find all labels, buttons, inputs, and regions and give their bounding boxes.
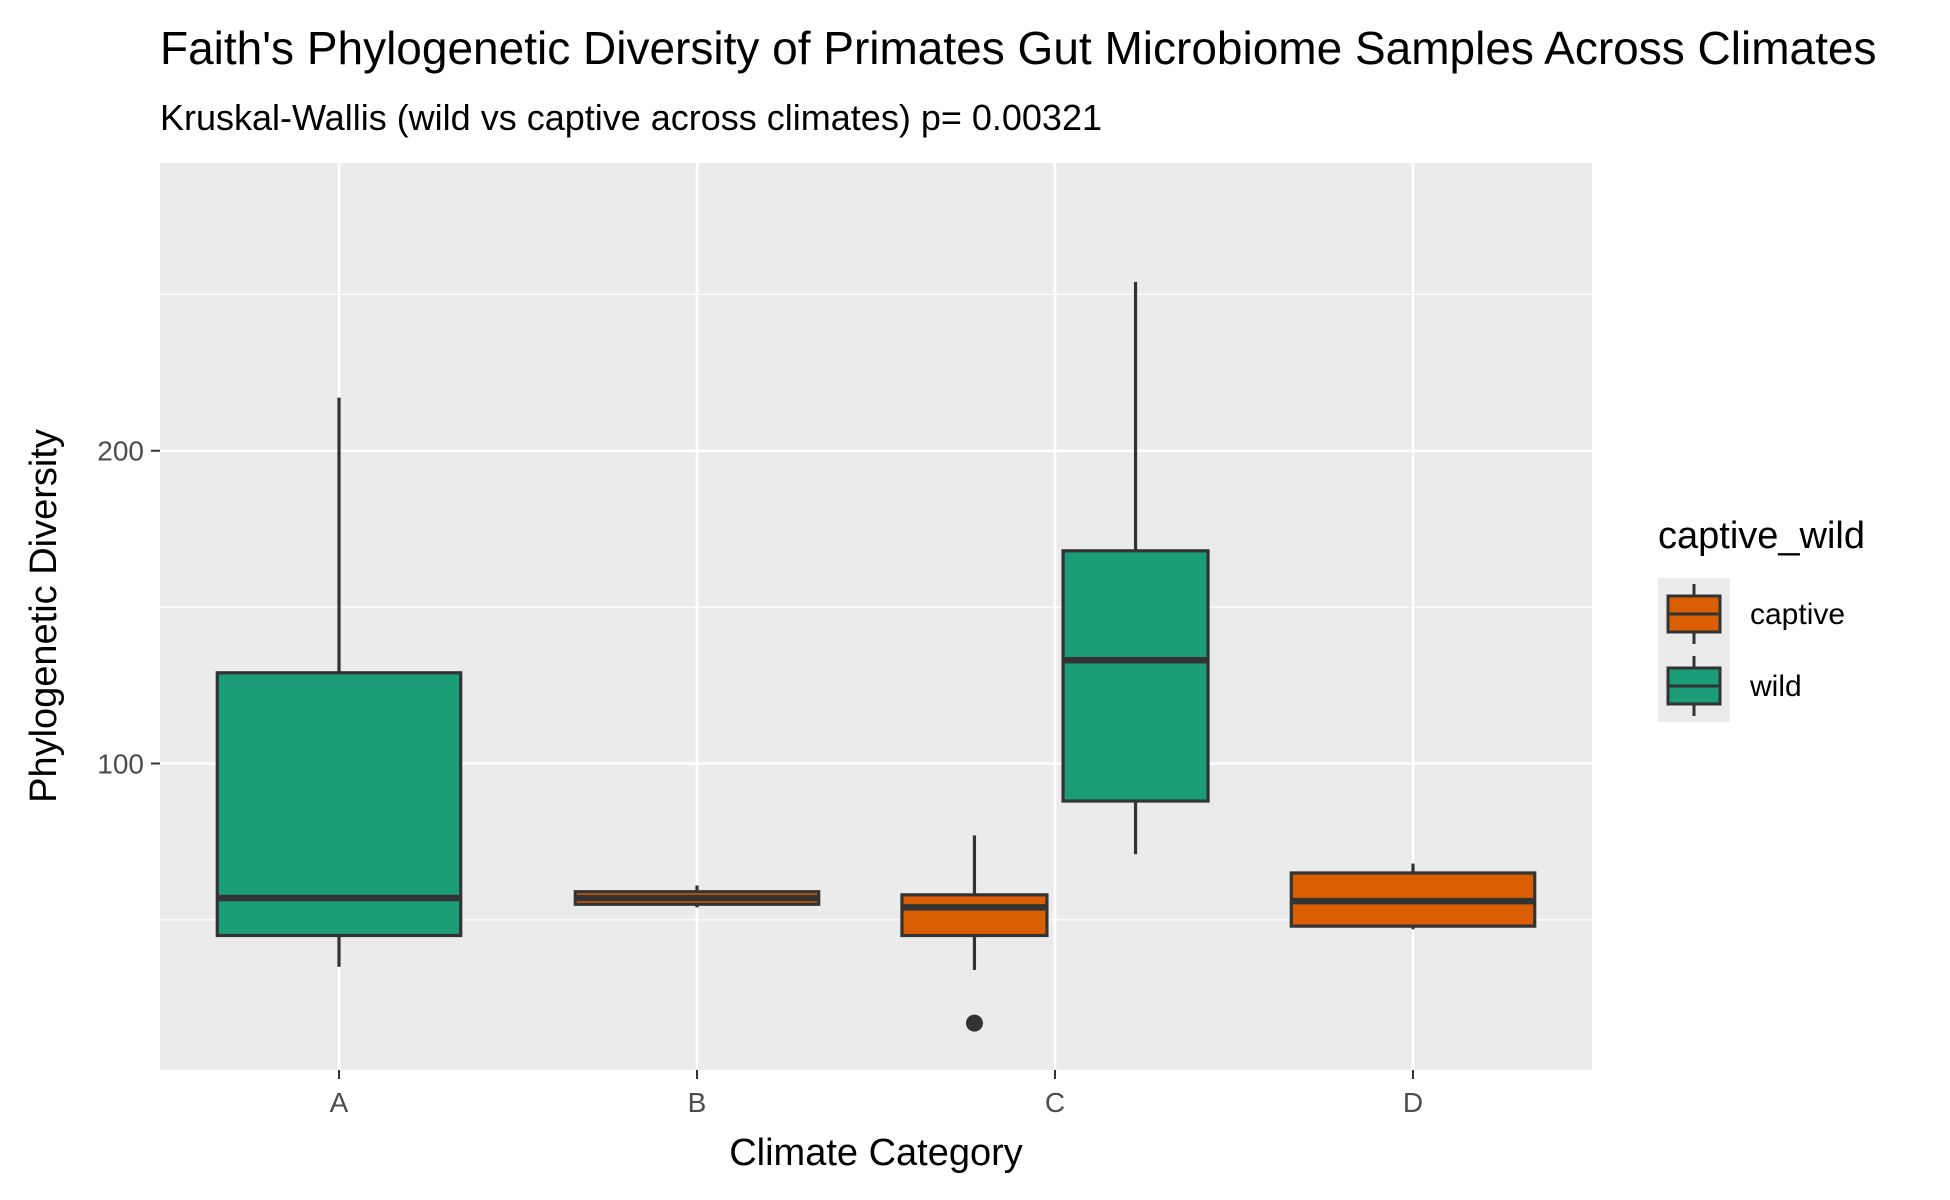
outlier-point [965,1014,983,1032]
legend-label: captive [1750,598,1845,631]
chart-subtitle: Kruskal-Wallis (wild vs captive across c… [160,97,1102,138]
x-tick-label: C [1045,1087,1065,1118]
x-tick-label: A [330,1087,349,1118]
y-axis-title: Phylogenetic Diversity [23,429,65,803]
legend-item-captive: captive [1658,578,1845,650]
x-tick-label: D [1403,1087,1423,1118]
box-C-wild [1061,281,1210,855]
box-body [1061,549,1210,803]
box-D-captive [1289,863,1537,930]
box-A-wild [215,397,463,967]
box-layer [215,281,1537,1032]
box-B-captive [573,885,821,908]
box-body [900,893,1049,938]
y-tick-label: 100 [97,748,144,779]
legend-keys: captive wild [1658,578,1845,722]
legend: captive_wild captive wild [1658,515,1865,722]
legend-item-wild: wild [1658,650,1802,722]
y-tick-label: 200 [97,436,144,467]
legend-title: captive_wild [1658,515,1865,557]
y-axis: 100 200 [97,436,160,779]
x-axis: A B C D [330,1070,1423,1118]
legend-label: wild [1749,670,1802,703]
chart-title: Faith's Phylogenetic Diversity of Primat… [160,22,1876,74]
x-tick-label: B [688,1087,707,1118]
box-C-captive [900,835,1049,1032]
x-axis-title: Climate Category [729,1132,1023,1174]
box-body [215,671,463,938]
